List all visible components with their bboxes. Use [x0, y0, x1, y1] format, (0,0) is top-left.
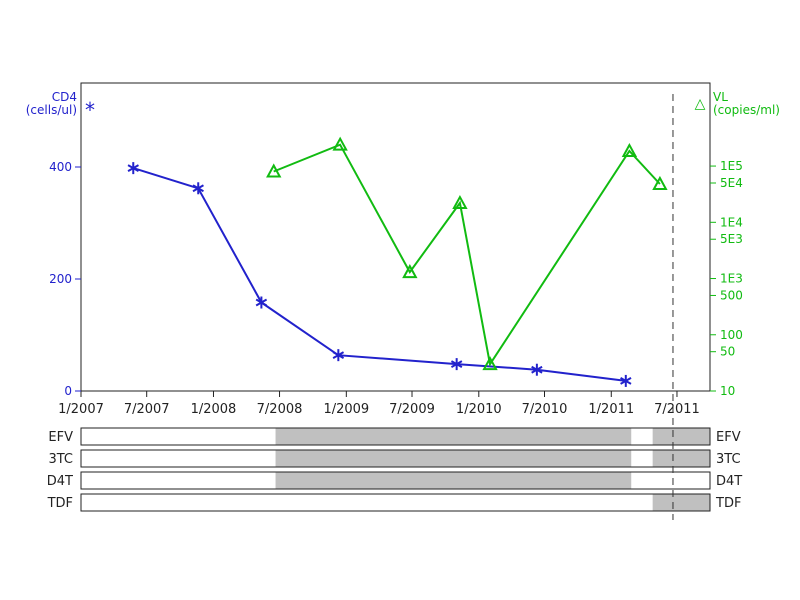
regimen-row-frame — [80, 449, 711, 468]
x-tick-label: 1/2007 — [58, 402, 104, 417]
vl-tick-label: 10 — [720, 384, 735, 398]
regimen-row-frame — [80, 471, 711, 490]
vl-series-line — [273, 143, 661, 367]
vl-point — [402, 264, 418, 279]
vl-point — [332, 136, 348, 151]
regimen-on-period — [275, 428, 632, 445]
cd4-tick-label: 0 — [64, 384, 72, 398]
regimen-label-right: 3TC — [716, 452, 741, 467]
regimen-label-left: D4T — [47, 474, 73, 489]
x-tick-label: 1/2008 — [191, 402, 237, 417]
regimen-on-period — [652, 494, 710, 511]
series-layer — [127, 136, 668, 387]
x-tick-label: 7/2010 — [522, 402, 568, 417]
regimen-label-right: EFV — [716, 430, 741, 445]
vl-tick-label: 5E4 — [720, 176, 743, 190]
vl-tick-label: 5E3 — [720, 232, 743, 246]
vl-tick-label: 50 — [720, 345, 735, 359]
cd4-axis-title-line1: CD4 — [52, 90, 77, 104]
regimen-row-tdf: TDF TDF — [47, 493, 741, 512]
plot-frame — [80, 82, 711, 392]
vl-axis: 10 50 100 500 1E3 5E3 1E4 5E4 1E5 — [710, 159, 743, 398]
regimen-on-period — [652, 428, 710, 445]
regimen-label-right: D4T — [716, 474, 742, 489]
regimen-label-left: TDF — [47, 496, 73, 511]
cd4-tick-label: 400 — [49, 160, 72, 174]
cd4-tick-label: 200 — [49, 272, 72, 286]
cd4-point — [531, 363, 543, 376]
cd4-point — [127, 162, 139, 175]
cd4-point — [332, 349, 345, 362]
vl-tick-label: 1E4 — [720, 215, 743, 229]
regimen-label-left: 3TC — [48, 452, 73, 467]
x-tick-label: 7/2009 — [389, 402, 435, 417]
cd4-point — [620, 374, 632, 387]
vl-tick-label: 500 — [720, 288, 743, 302]
vl-point — [452, 194, 468, 210]
cd4-axis: 0 200 400 — [49, 160, 81, 398]
x-tick-label: 1/2009 — [323, 402, 369, 417]
vl-tick-label: 1E5 — [720, 159, 743, 173]
regimen-row-frame — [80, 493, 711, 512]
regimen-on-period — [275, 450, 632, 467]
x-tick-label: 7/2011 — [654, 402, 700, 417]
cd4-axis-title-line2: (cells/ul) — [26, 103, 77, 117]
regimen-row-3tc: 3TC 3TC — [48, 449, 741, 468]
regimen-label-left: EFV — [48, 430, 73, 445]
regimen-on-period — [275, 472, 632, 489]
vl-axis-title-line2: (copies/ml) — [713, 103, 780, 117]
regimen-on-period — [652, 450, 710, 467]
regimen-row-d4t: D4T D4T — [47, 471, 742, 490]
vl-point — [652, 175, 668, 190]
vl-axis-title-line1: VL — [713, 90, 728, 104]
vl-point — [621, 142, 638, 158]
vl-legend-marker: △ — [695, 96, 706, 112]
x-tick-label: 7/2007 — [124, 402, 170, 417]
vl-point — [266, 163, 282, 178]
x-tick-label: 1/2011 — [588, 402, 634, 417]
regimen-row-background — [81, 494, 710, 511]
regimen-row-frame — [80, 427, 711, 446]
vl-tick-label: 1E3 — [720, 272, 743, 286]
vl-tick-label: 100 — [720, 328, 743, 342]
vl-point — [482, 356, 498, 371]
cd4-legend-marker: * — [85, 98, 95, 122]
cd4-series-line — [133, 167, 626, 382]
cd4-point — [192, 182, 204, 195]
x-axis: 1/2007 7/2007 1/2008 7/2008 1/2009 7/2009 1/20… — [58, 391, 700, 417]
x-tick-label: 7/2008 — [257, 402, 303, 417]
regimen-table: EFV EFV 3TC 3TC D4T D4T TDF TDF — [47, 427, 742, 512]
cd4-point — [450, 358, 463, 371]
x-tick-label: 1/2010 — [456, 402, 502, 417]
cd4-point — [255, 296, 268, 309]
regimen-row-efv: EFV EFV — [48, 427, 741, 446]
regimen-label-right: TDF — [715, 496, 741, 511]
